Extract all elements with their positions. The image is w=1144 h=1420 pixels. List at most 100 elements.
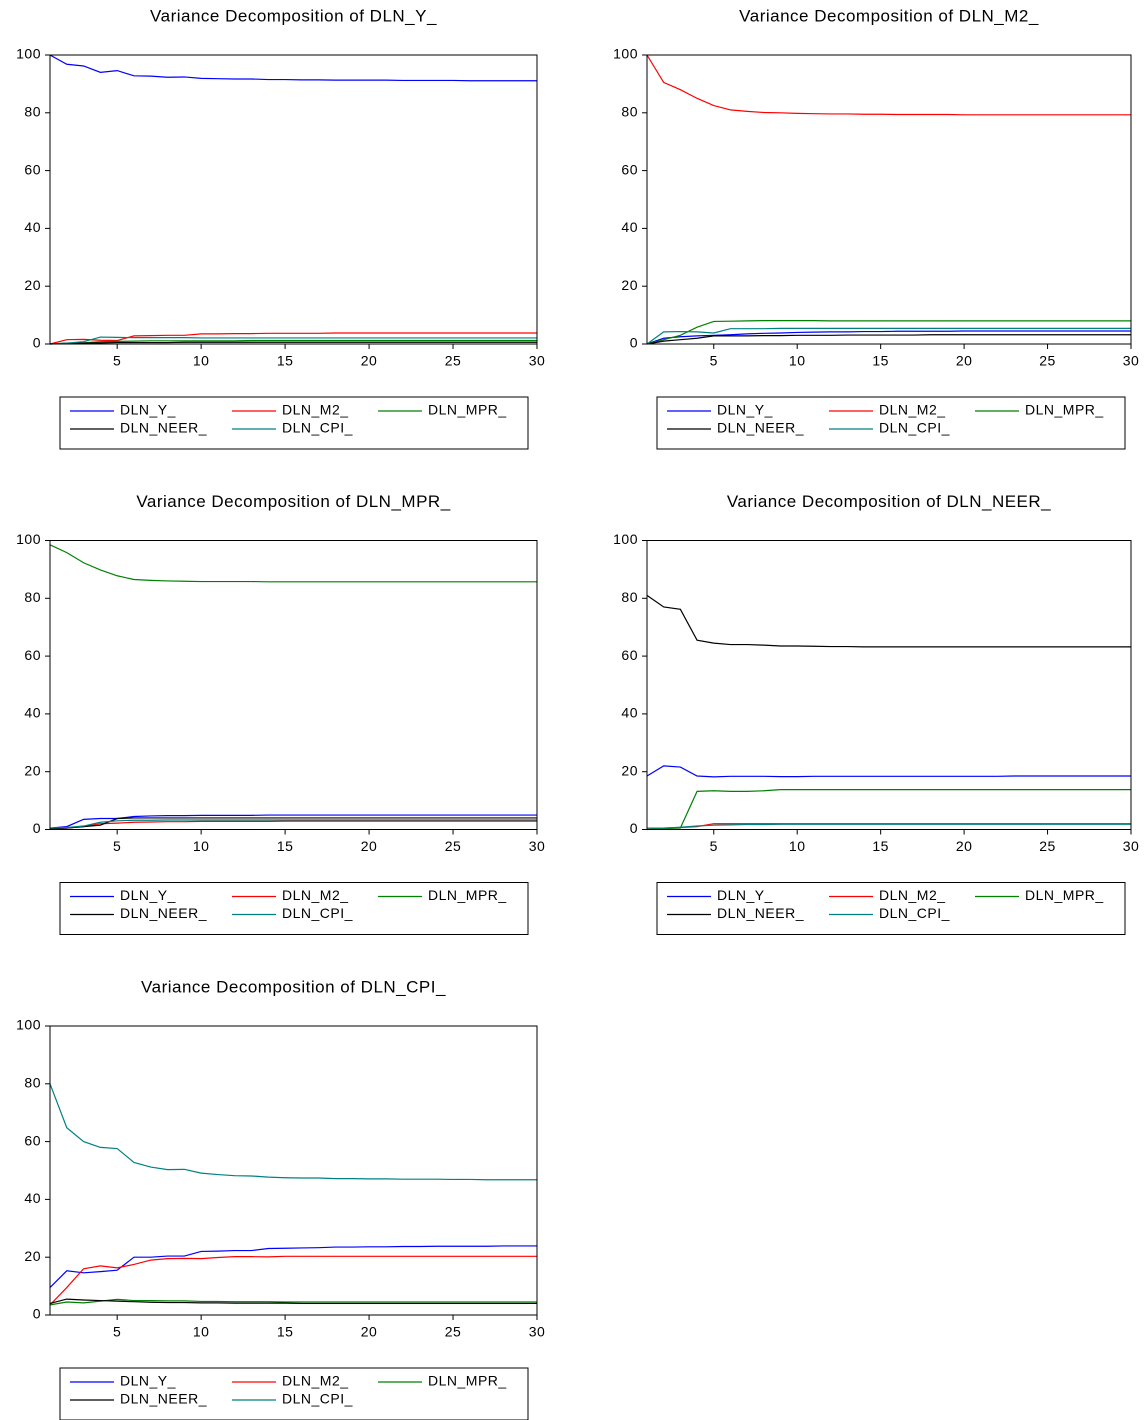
x-tick-label: 25	[1039, 838, 1056, 854]
legend-label: DLN_Y_	[120, 887, 176, 903]
legend-box	[656, 882, 1126, 935]
x-tick-label: 20	[956, 838, 973, 854]
y-tick-label: 0	[630, 335, 638, 351]
y-tick-label: 0	[33, 1306, 41, 1322]
x-tick-label: 20	[361, 1324, 378, 1340]
y-tick-label: 40	[24, 705, 41, 721]
chart-title: Variance Decomposition of DLN_NEER_	[727, 492, 1051, 511]
x-tick-label: 30	[1123, 838, 1140, 854]
series-line	[49, 341, 537, 345]
legend-label: DLN_CPI_	[879, 420, 950, 436]
x-tick-label: 10	[789, 353, 806, 369]
y-tick-label: 40	[24, 1190, 41, 1206]
series-line	[49, 1083, 537, 1181]
x-tick-label: 5	[113, 838, 121, 854]
x-tick-label: 25	[445, 1324, 462, 1340]
chart-title: Variance Decomposition of DLN_MPR_	[136, 492, 450, 511]
legend-label: DLN_Y_	[717, 402, 773, 418]
y-tick-label: 20	[621, 762, 638, 778]
x-tick-label: 20	[956, 353, 973, 369]
y-tick-label: 60	[24, 1132, 41, 1148]
series-line	[49, 544, 537, 583]
series-line	[647, 823, 1131, 829]
chart-title: Variance Decomposition of DLN_Y_	[150, 6, 437, 25]
x-tick-label: 30	[529, 1324, 546, 1340]
legend-label: DLN_MPR_	[428, 887, 507, 903]
x-tick-label: 10	[193, 1324, 210, 1340]
legend-label: DLN_MPR_	[1025, 402, 1104, 418]
legend-label: DLN_M2_	[879, 887, 946, 903]
x-tick-label: 15	[872, 353, 889, 369]
legend-label: DLN_M2_	[282, 1373, 349, 1389]
series-line	[646, 789, 1131, 831]
series-line	[646, 319, 1131, 345]
series-line	[49, 819, 537, 829]
x-tick-label: 15	[277, 1324, 294, 1340]
legend-label: DLN_Y_	[120, 1373, 176, 1389]
y-tick-label: 60	[621, 647, 638, 663]
x-tick-label: 15	[872, 838, 889, 854]
legend-label: DLN_CPI_	[879, 905, 950, 921]
x-tick-label: 30	[1123, 353, 1140, 369]
y-tick-label: 80	[24, 589, 41, 605]
x-tick-label: 20	[361, 838, 378, 854]
legend-label: DLN_CPI_	[282, 420, 353, 436]
series-line	[49, 339, 537, 345]
x-tick-label: 5	[710, 838, 718, 854]
legend-label: DLN_Y_	[120, 402, 176, 418]
legend-label: DLN_MPR_	[1025, 887, 1104, 903]
legend-label: DLN_NEER_	[717, 420, 804, 436]
y-tick-label: 80	[621, 104, 638, 120]
chart-title: Variance Decomposition of DLN_M2_	[739, 6, 1039, 25]
y-tick-label: 0	[33, 335, 41, 351]
plot-frame	[49, 540, 538, 830]
series-line	[646, 330, 1131, 345]
legend-label: DLN_CPI_	[282, 1391, 353, 1407]
plot-frame	[49, 1025, 538, 1316]
x-tick-label: 25	[1039, 353, 1056, 369]
y-tick-label: 20	[621, 277, 638, 293]
y-tick-label: 100	[613, 531, 638, 547]
series-line	[49, 332, 537, 345]
y-tick-label: 80	[621, 589, 638, 605]
legend-label: DLN_Y_	[717, 887, 773, 903]
series-line	[49, 1298, 537, 1305]
y-tick-label: 20	[24, 277, 41, 293]
legend-box	[656, 396, 1126, 450]
plot-frame	[49, 54, 538, 345]
series-line	[49, 1255, 537, 1306]
y-tick-label: 60	[24, 647, 41, 663]
legend-box	[59, 396, 529, 450]
plot-frame	[646, 54, 1132, 345]
series-line	[646, 327, 1131, 345]
series-line	[49, 814, 537, 829]
y-tick-label: 100	[16, 1017, 41, 1033]
x-tick-label: 15	[277, 353, 294, 369]
x-tick-label: 20	[361, 353, 378, 369]
chart-title: Variance Decomposition of DLN_CPI_	[141, 977, 446, 996]
series-line	[49, 54, 537, 82]
legend-label: DLN_NEER_	[120, 1391, 207, 1407]
legend-label: DLN_M2_	[879, 402, 946, 418]
y-tick-label: 80	[24, 104, 41, 120]
legend-box	[59, 1367, 529, 1420]
x-tick-label: 5	[710, 353, 718, 369]
legend-label: DLN_MPR_	[428, 402, 507, 418]
x-tick-label: 5	[113, 1324, 121, 1340]
x-tick-label: 25	[445, 838, 462, 854]
y-tick-label: 20	[24, 1248, 41, 1264]
series-line	[646, 54, 1131, 116]
legend-label: DLN_MPR_	[428, 1373, 507, 1389]
y-tick-label: 0	[33, 820, 41, 836]
x-tick-label: 30	[529, 838, 546, 854]
legend-label: DLN_CPI_	[282, 905, 353, 921]
series-line	[49, 1245, 537, 1288]
x-tick-label: 25	[445, 353, 462, 369]
x-tick-label: 30	[529, 353, 546, 369]
legend-box	[59, 882, 529, 935]
y-tick-label: 0	[630, 820, 638, 836]
legend-label: DLN_M2_	[282, 402, 349, 418]
series-line	[646, 765, 1131, 778]
series-line	[646, 594, 1131, 648]
